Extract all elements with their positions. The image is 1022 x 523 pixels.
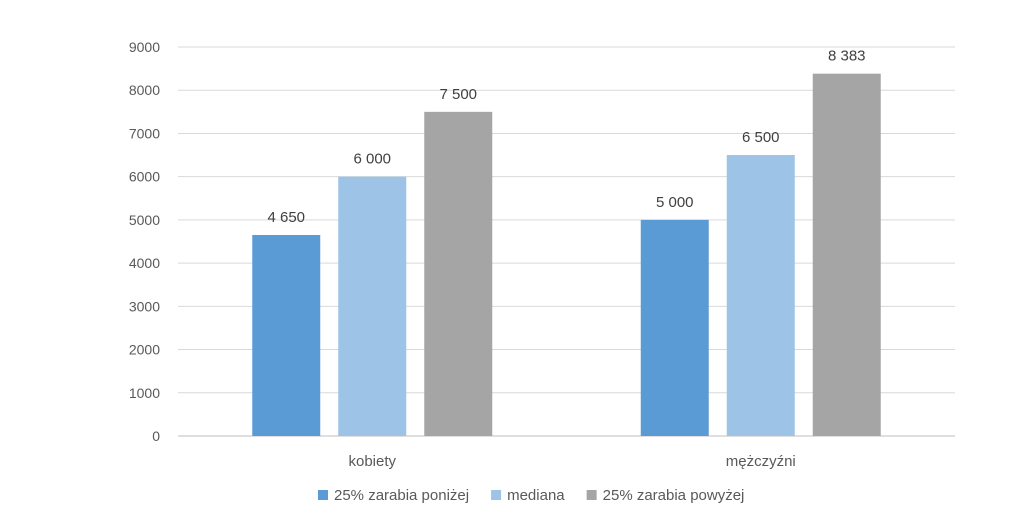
legend-swatch [318, 490, 328, 500]
y-axis-ticks: 0 1000 2000 3000 4000 5000 6000 7000 8000 9000 [129, 39, 160, 444]
y-tick-label: 2000 [129, 342, 160, 358]
data-label: 8 383 [828, 48, 866, 65]
legend-label: 25% zarabia powyżej [603, 487, 745, 504]
data-label: 6 500 [742, 129, 780, 146]
x-category-label: mężczyźni [726, 453, 796, 470]
legend-label: 25% zarabia poniżej [334, 487, 469, 504]
bar-lower-quartile-0 [252, 235, 321, 436]
data-labels: 4 650 6 000 7 500 5 000 6 500 8 383 [267, 48, 865, 226]
bar-lower-quartile-1 [640, 219, 709, 436]
bar-upper-quartile-0 [424, 111, 493, 436]
legend-label: mediana [507, 487, 565, 504]
y-tick-label: 9000 [129, 39, 160, 55]
y-tick-label: 8000 [129, 82, 160, 98]
bar-upper-quartile-1 [812, 73, 881, 436]
data-label: 5 000 [656, 194, 694, 211]
legend: 25% zarabia poniżej mediana 25% zarabia po… [318, 487, 744, 504]
y-tick-label: 4000 [129, 255, 160, 271]
y-tick-label: 0 [152, 428, 160, 444]
x-category-label: kobiety [348, 453, 396, 470]
data-label: 6 000 [353, 151, 391, 168]
y-tick-label: 3000 [129, 298, 160, 314]
bar-median-0 [338, 176, 407, 436]
legend-swatch [491, 490, 502, 500]
y-tick-label: 5000 [129, 212, 160, 228]
y-tick-label: 1000 [129, 385, 160, 401]
data-label: 4 650 [267, 209, 305, 226]
y-tick-label: 7000 [129, 125, 160, 141]
bars [252, 73, 881, 437]
bar-median-1 [726, 155, 795, 437]
data-label: 7 500 [439, 86, 477, 103]
legend-swatch [586, 490, 597, 500]
y-tick-label: 6000 [129, 169, 160, 185]
x-axis-categories: kobiety mężczyźni [348, 453, 795, 470]
